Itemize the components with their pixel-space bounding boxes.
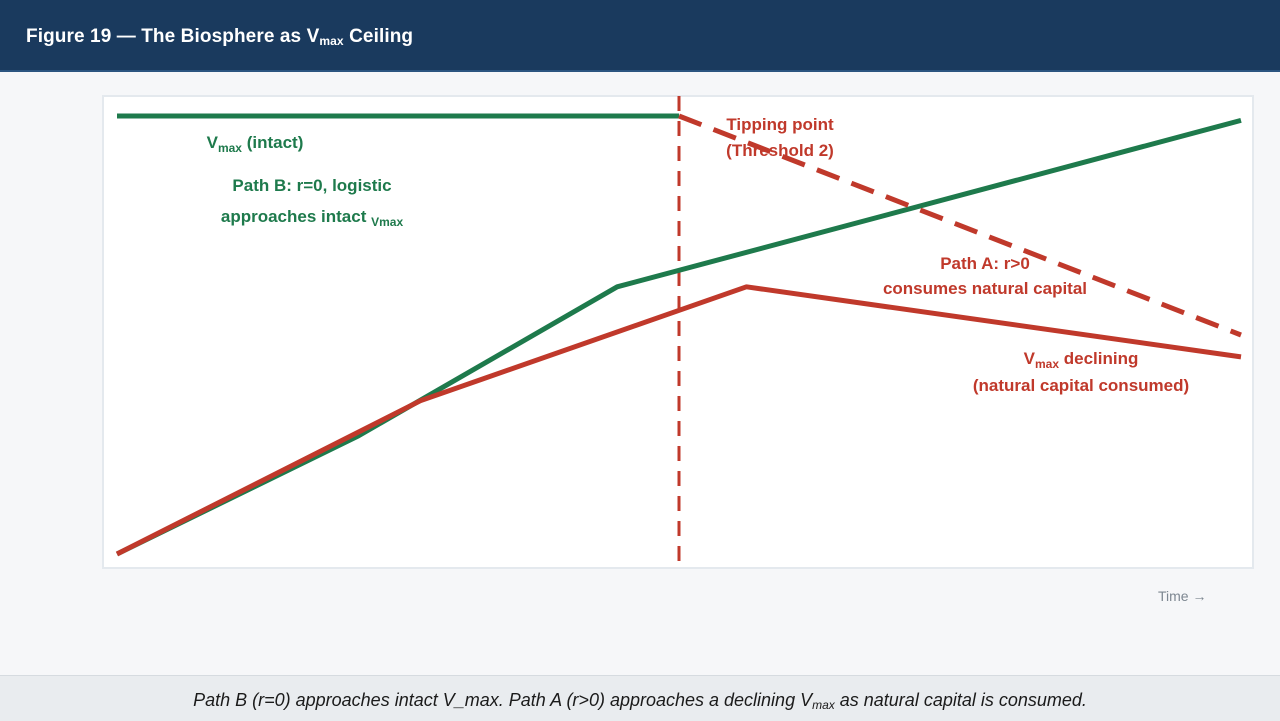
figure-title: Figure 19 — The Biosphere as Vmax Ceilin…	[26, 26, 414, 48]
x-axis-label: Time →	[1158, 588, 1207, 604]
series-line-path-a	[115, 284, 1242, 557]
tipping-point-label: Tipping point (Threshold 2)	[726, 115, 834, 160]
series-line-vmax-declining	[678, 113, 1242, 338]
path-a-label: Path A: r>0 consumes natural capital	[883, 254, 1087, 298]
caption-bar	[0, 675, 1280, 721]
figure-caption: Path B (r=0) approaches intact V_max. Pa…	[193, 690, 1087, 712]
path-b-label: Path B: r=0, logistic approaches intact V…	[221, 176, 404, 229]
header-bar: Figure 19 — The Biosphere as Vmax Ceilin…	[0, 0, 1280, 72]
vmax-declining-label: Vmax declining (natural capital consumed)	[973, 349, 1189, 395]
vmax-intact-label: Vmax (intact)	[207, 133, 304, 155]
chart-svg: Vmax (intact) Path B: r=0, logistic approa…	[115, 96, 1242, 562]
